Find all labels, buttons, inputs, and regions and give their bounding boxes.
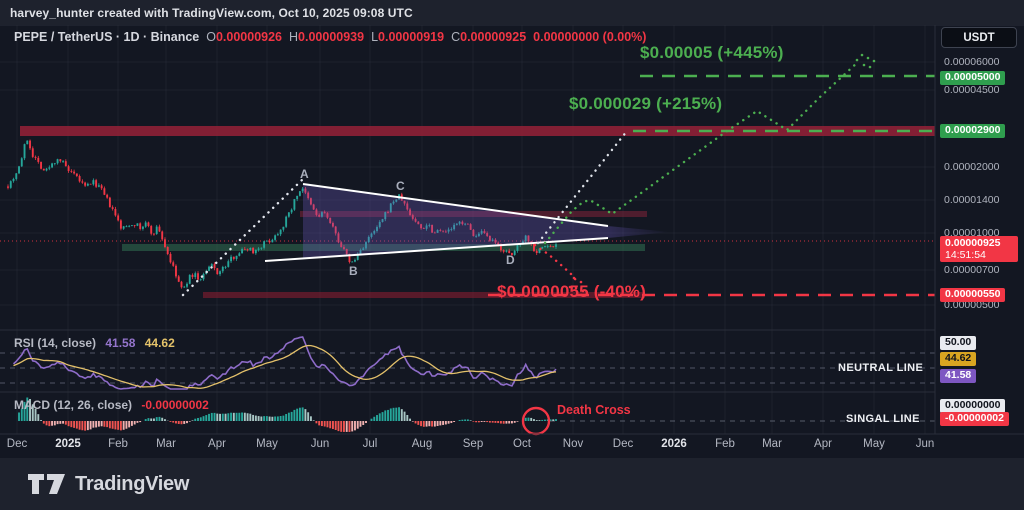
demand-zone-0.0000090 bbox=[122, 244, 645, 251]
rsi-ma-line bbox=[13, 344, 557, 389]
trendline bbox=[302, 183, 609, 227]
bullish-path bbox=[543, 60, 860, 245]
wedge-fill bbox=[303, 184, 608, 258]
trendline bbox=[264, 237, 609, 262]
resistance-zone-0.000029 bbox=[20, 126, 935, 136]
attribution-bar: harvey_hunter created with TradingView.c… bbox=[0, 0, 1024, 25]
support-zone-0.0000055 bbox=[203, 292, 645, 298]
breakout-projection bbox=[536, 129, 629, 245]
tradingview-logo[interactable]: TradingView bbox=[28, 472, 189, 496]
supply-zone-0.0000132 bbox=[300, 211, 647, 217]
footer: TradingView bbox=[0, 458, 1024, 510]
rsi-line bbox=[12, 336, 557, 390]
wedge-apex bbox=[608, 226, 670, 238]
tradingview-logo-icon bbox=[28, 474, 65, 494]
tradingview-brand-text: TradingView bbox=[75, 472, 190, 495]
rally-into-A bbox=[181, 177, 305, 297]
attribution-text: harvey_hunter created with TradingView.c… bbox=[10, 5, 413, 20]
